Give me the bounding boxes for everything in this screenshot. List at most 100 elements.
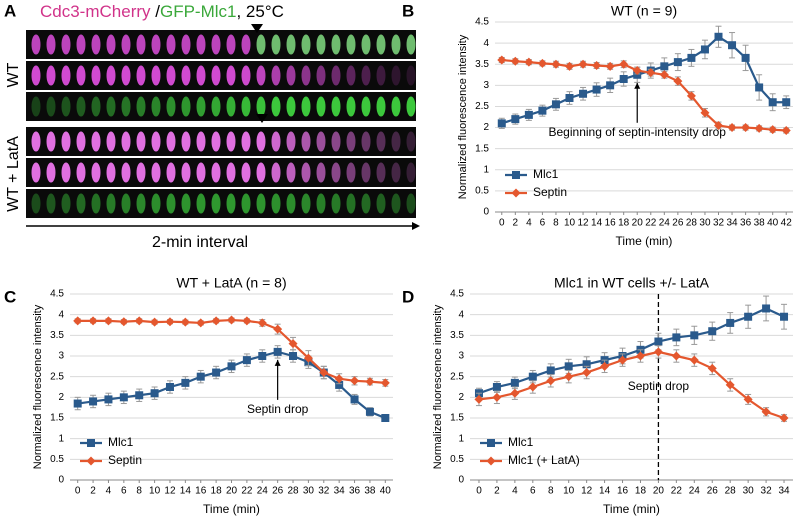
x-tick-label: 6 bbox=[121, 486, 127, 497]
data-point bbox=[546, 366, 555, 375]
data-point bbox=[497, 55, 507, 65]
y-tick-label: 0 bbox=[483, 207, 489, 218]
data-point bbox=[606, 81, 615, 90]
data-point bbox=[619, 75, 628, 83]
data-point bbox=[728, 41, 737, 50]
cell bbox=[331, 193, 341, 214]
legend-label: Septin bbox=[533, 185, 567, 199]
cell bbox=[256, 162, 266, 183]
cell bbox=[181, 34, 191, 55]
panel-label: C bbox=[4, 287, 16, 306]
cell bbox=[211, 131, 221, 152]
x-tick-label: 16 bbox=[195, 486, 207, 497]
data-point bbox=[474, 394, 484, 404]
y-axis-label: Normalized fluorescence intensity bbox=[432, 304, 444, 469]
data-point bbox=[600, 361, 610, 371]
data-point bbox=[687, 53, 696, 62]
cell bbox=[121, 162, 131, 183]
cell bbox=[361, 34, 371, 55]
data-point bbox=[727, 123, 737, 133]
y-tick-label: 4.5 bbox=[50, 289, 64, 300]
annotation-text: Beginning of septin-intensity drop bbox=[549, 125, 727, 139]
data-point bbox=[537, 58, 547, 68]
panel-label: B bbox=[402, 1, 414, 20]
cell bbox=[301, 162, 311, 183]
x-tick-label: 16 bbox=[617, 486, 629, 497]
x-tick-label: 8 bbox=[548, 486, 554, 497]
cell bbox=[346, 34, 356, 55]
data-point bbox=[334, 374, 344, 384]
data-point bbox=[714, 120, 723, 130]
data-point bbox=[565, 61, 574, 71]
cell bbox=[391, 162, 401, 183]
x-tick-label: 26 bbox=[672, 218, 684, 229]
cell bbox=[136, 34, 146, 55]
data-point bbox=[646, 68, 656, 78]
data-point bbox=[150, 389, 159, 398]
x-tick-label: 6 bbox=[530, 486, 536, 497]
legend-marker bbox=[486, 456, 496, 466]
y-tick-label: 3 bbox=[483, 80, 489, 91]
x-tick-label: 38 bbox=[364, 486, 376, 497]
cell bbox=[76, 96, 86, 117]
cell bbox=[166, 131, 176, 152]
cell bbox=[106, 34, 116, 55]
cell bbox=[196, 193, 206, 214]
data-point bbox=[150, 317, 160, 327]
data-point bbox=[744, 312, 753, 321]
cell bbox=[406, 34, 416, 55]
data-point bbox=[582, 368, 592, 378]
y-axis-label: Normalized fluorescence intensity bbox=[457, 34, 469, 199]
x-tick-label: 22 bbox=[645, 218, 657, 229]
chart-title: WT (n = 9) bbox=[611, 3, 677, 19]
data-point bbox=[119, 393, 128, 402]
data-point bbox=[700, 45, 709, 54]
y-tick-label: 1.5 bbox=[475, 143, 489, 154]
data-point bbox=[288, 339, 298, 349]
data-point bbox=[700, 108, 710, 118]
x-tick-label: 28 bbox=[287, 486, 299, 497]
x-tick-label: 0 bbox=[476, 486, 482, 497]
cell bbox=[46, 162, 56, 183]
data-point bbox=[73, 316, 83, 326]
x-tick-label: 20 bbox=[632, 218, 644, 229]
annotation-text: Septin drop bbox=[628, 379, 690, 393]
y-tick-label: 2 bbox=[58, 392, 64, 403]
x-tick-label: 8 bbox=[136, 486, 142, 497]
x-tick-label: 2 bbox=[513, 218, 519, 229]
cell bbox=[211, 65, 221, 86]
cell bbox=[106, 96, 116, 117]
cell bbox=[331, 131, 341, 152]
data-point bbox=[510, 56, 520, 66]
cell bbox=[241, 65, 251, 86]
x-tick-label: 40 bbox=[767, 218, 779, 229]
data-point bbox=[227, 315, 236, 325]
y-tick-label: 2.5 bbox=[50, 371, 64, 382]
cell bbox=[151, 131, 161, 152]
cell bbox=[316, 193, 326, 214]
data-point bbox=[196, 372, 205, 381]
legend-label: Mlc1 (+ LatA) bbox=[508, 453, 580, 467]
data-point bbox=[632, 66, 642, 76]
y-tick-label: 3.5 bbox=[450, 330, 464, 341]
data-point bbox=[258, 352, 267, 360]
data-point bbox=[654, 337, 663, 346]
cell bbox=[226, 34, 236, 55]
row-label: WT bbox=[5, 62, 22, 87]
strip bbox=[26, 61, 416, 90]
cell bbox=[241, 34, 251, 55]
data-point bbox=[119, 317, 129, 327]
x-tick-label: 12 bbox=[164, 486, 176, 497]
legend-label: Septin bbox=[108, 453, 142, 467]
data-point bbox=[273, 324, 283, 334]
cell bbox=[256, 96, 266, 117]
cell bbox=[121, 96, 131, 117]
cell bbox=[286, 162, 296, 183]
cell bbox=[346, 193, 356, 214]
cell bbox=[301, 65, 311, 86]
annotation-arrow-head bbox=[634, 82, 641, 89]
cell bbox=[316, 65, 326, 86]
cell bbox=[31, 131, 41, 152]
data-point bbox=[365, 377, 375, 387]
